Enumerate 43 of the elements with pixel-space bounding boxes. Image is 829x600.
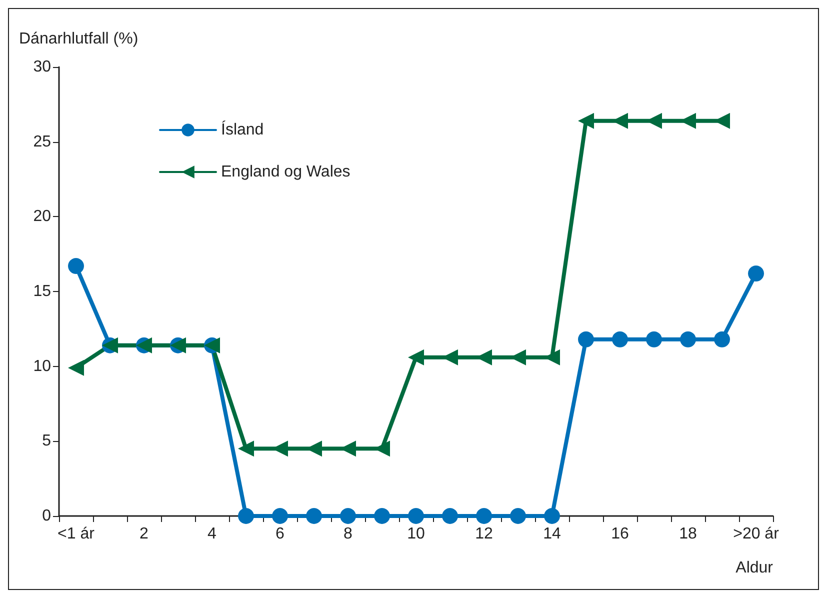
y-tick-label: 25 [33, 133, 52, 150]
point [510, 508, 526, 524]
y-tick-label: 0 [42, 508, 52, 524]
x-tick-label: 18 [679, 526, 697, 542]
point [544, 508, 560, 524]
point [238, 440, 254, 457]
x-tick-label: 4 [208, 526, 217, 542]
point [306, 508, 322, 524]
legend-label: Ísland [221, 120, 264, 138]
x-tick-label: <1 ár [58, 526, 96, 542]
point [68, 258, 84, 274]
x-axis-title: Aldur [736, 560, 774, 576]
point [680, 331, 696, 348]
x-tick-label: 6 [276, 526, 285, 542]
x-tick-label: 16 [611, 526, 629, 542]
y-tick-label: 10 [33, 358, 52, 375]
x-tick-label: 8 [344, 526, 353, 542]
point [340, 508, 356, 524]
point [714, 331, 730, 348]
x-tick-label: 10 [407, 526, 425, 542]
y-tick-label: 15 [33, 283, 52, 300]
point [578, 331, 594, 348]
point [68, 360, 84, 376]
y-tick-label: 30 [33, 58, 52, 76]
x-tick-label: >20 ár [733, 526, 780, 542]
y-tick-label: 5 [42, 432, 52, 450]
point [612, 331, 628, 348]
point [578, 112, 594, 129]
point [374, 508, 390, 524]
legend-label: England og Wales [221, 164, 350, 180]
x-tick-label: 12 [475, 526, 493, 542]
point [272, 508, 288, 524]
point [442, 508, 458, 524]
point [408, 349, 424, 366]
point [476, 508, 492, 524]
point [408, 508, 424, 524]
point [238, 508, 254, 524]
x-tick-label: 2 [140, 526, 149, 542]
point [646, 331, 662, 348]
x-tick-label: 14 [543, 526, 561, 542]
point [748, 266, 764, 282]
y-tick-label: 20 [33, 208, 52, 226]
y-axis-title: Dánarhlutfall (%) [19, 30, 138, 48]
